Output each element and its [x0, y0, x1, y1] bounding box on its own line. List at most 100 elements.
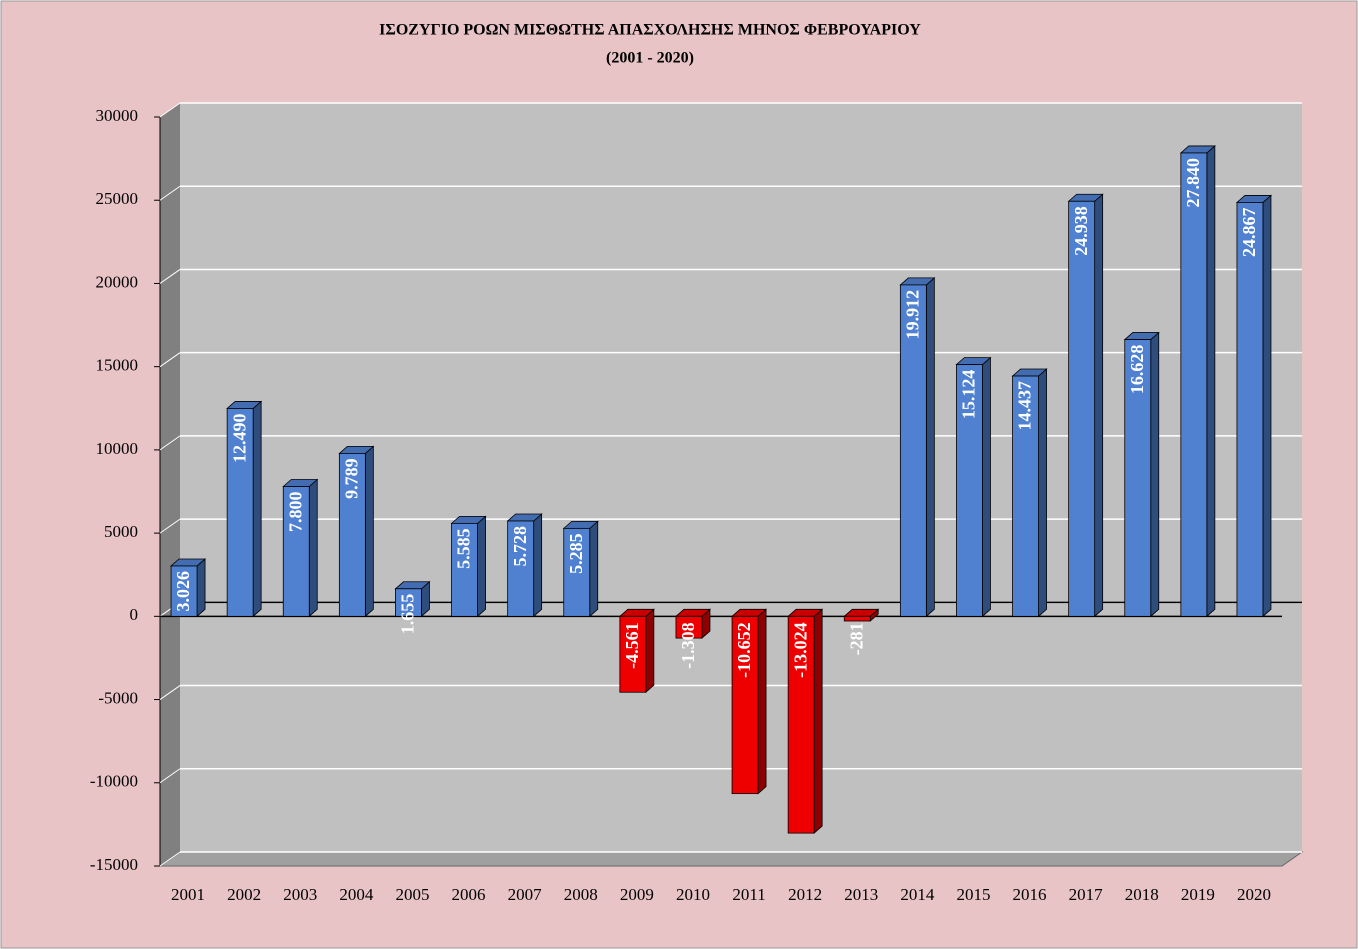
- bar-side: [1262, 194, 1272, 618]
- bar-side: [813, 608, 823, 834]
- y-tick-label: 30000: [96, 106, 139, 125]
- data-label: -1.308: [678, 622, 698, 669]
- chart-subtitle: (2001 - 2020): [606, 50, 694, 67]
- data-label: -13.024: [790, 622, 810, 678]
- bar: [451, 522, 478, 617]
- bar-side: [364, 445, 374, 618]
- x-tick-label: 2006: [452, 885, 486, 904]
- bar: [1068, 200, 1096, 617]
- bar-side: [252, 400, 262, 618]
- bar-side: [925, 277, 935, 618]
- data-label: 3.026: [173, 571, 193, 612]
- bar: [507, 520, 535, 617]
- bar: [395, 588, 422, 617]
- bar: [1012, 375, 1039, 617]
- bar-side: [1094, 193, 1104, 618]
- grid-line-side: [159, 185, 181, 201]
- bar: [843, 615, 871, 622]
- x-tick-label: 2012: [788, 885, 822, 904]
- bar: [338, 453, 366, 617]
- x-tick-label: 2009: [620, 885, 654, 904]
- bar: [170, 565, 198, 617]
- x-tick-label: 2008: [564, 885, 598, 904]
- x-tick-label: 2010: [676, 885, 710, 904]
- x-tick-label: 2001: [171, 885, 205, 904]
- bar-side: [982, 356, 991, 618]
- bar-side: [645, 608, 655, 694]
- x-tick-label: 2011: [732, 885, 765, 904]
- bar: [787, 615, 815, 834]
- data-label: 16.628: [1127, 345, 1147, 395]
- bar-side: [308, 478, 318, 618]
- x-tick-label: 2017: [1069, 885, 1104, 904]
- x-tick-label: 2003: [283, 885, 317, 904]
- y-tick-label: -5000: [98, 688, 138, 707]
- back-wall: [180, 103, 1302, 852]
- grid-line-side: [159, 518, 181, 534]
- bar-side: [757, 608, 767, 795]
- grid-line-side: [159, 685, 181, 700]
- bar: [956, 364, 983, 617]
- x-tick-label: 2015: [956, 885, 990, 904]
- data-label: 5.585: [454, 528, 474, 569]
- grid-line-side: [159, 435, 181, 451]
- bar-side: [1206, 145, 1216, 618]
- bar-side: [1150, 331, 1160, 618]
- x-tick-label: 2018: [1125, 885, 1159, 904]
- x-tick-label: 2002: [227, 885, 261, 904]
- grid-line-side: [159, 352, 181, 368]
- x-tick-label: 2016: [1013, 885, 1047, 904]
- x-tick-label: 2007: [508, 885, 543, 904]
- data-label: 7.800: [285, 492, 305, 533]
- bar: [619, 615, 647, 693]
- data-label: -281: [846, 622, 866, 655]
- bar: [563, 527, 591, 617]
- bar-side: [196, 558, 206, 618]
- bar-side: [1038, 368, 1047, 618]
- bar: [1180, 152, 1208, 617]
- data-label: 1.655: [398, 594, 418, 635]
- grid-line-side: [159, 851, 181, 867]
- bar: [899, 284, 927, 617]
- y-tick-label: 25000: [96, 189, 139, 208]
- data-label: 15.124: [959, 370, 979, 420]
- y-tick-label: 15000: [96, 356, 139, 375]
- y-tick-label: -10000: [90, 772, 138, 791]
- x-tick-label: 2020: [1237, 885, 1271, 904]
- data-label: 9.789: [341, 458, 361, 499]
- bar: [1124, 339, 1152, 617]
- y-tick-label: 0: [130, 605, 139, 624]
- grid-line-side: [159, 102, 181, 118]
- data-label: 24.867: [1239, 207, 1259, 256]
- y-tick-label: 5000: [104, 522, 138, 541]
- data-label: -4.561: [622, 622, 642, 669]
- data-label: 24.938: [1071, 206, 1091, 256]
- side-wall: [160, 103, 180, 866]
- bar: [1236, 202, 1264, 617]
- data-label: 14.437: [1015, 381, 1035, 431]
- x-tick-label: 2004: [339, 885, 374, 904]
- x-tick-label: 2013: [844, 885, 878, 904]
- data-label: 5.285: [566, 533, 586, 574]
- bar: [282, 486, 310, 617]
- chart-title: ΙΣΟΖΥΓΙΟ ΡΟΩΝ ΜΙΣΘΩΤΗΣ ΑΠΑΣΧΟΛΗΣΗΣ ΜΗΝΟΣ…: [379, 22, 921, 39]
- x-tick-label: 2019: [1181, 885, 1215, 904]
- x-tick-label: 2005: [395, 885, 429, 904]
- y-tick-label: -15000: [90, 855, 138, 874]
- bar-side: [477, 515, 486, 618]
- data-label: 12.490: [229, 413, 249, 463]
- y-tick-label: 10000: [96, 439, 139, 458]
- bar-side: [589, 520, 599, 618]
- bar-side: [533, 513, 543, 618]
- bar: [226, 408, 254, 617]
- grid-line-side: [159, 269, 181, 284]
- data-label: -10.652: [734, 622, 754, 678]
- grid-line-side: [159, 768, 181, 784]
- bar: [731, 615, 759, 795]
- data-label: 19.912: [902, 290, 922, 340]
- x-tick-label: 2014: [900, 885, 935, 904]
- data-label: 5.728: [510, 526, 530, 567]
- bar: [675, 615, 703, 639]
- data-label: 27.840: [1183, 158, 1203, 208]
